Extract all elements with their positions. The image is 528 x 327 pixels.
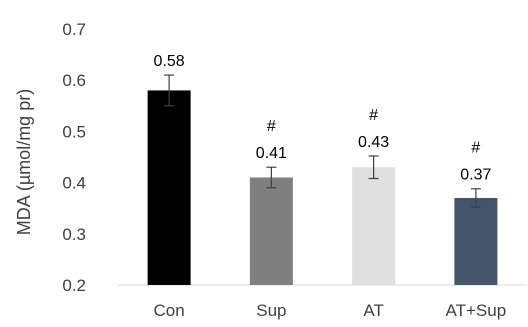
data-label: 0.37 bbox=[460, 167, 491, 184]
error-bar bbox=[368, 155, 379, 180]
error-bar bbox=[470, 188, 481, 208]
y-tick-label: 0.7 bbox=[62, 20, 86, 39]
y-tick-label: 0.3 bbox=[62, 225, 86, 244]
x-tick-label: AT+Sup bbox=[446, 301, 507, 320]
bar bbox=[249, 177, 293, 285]
y-axis-title: MDA (µmol/mg pr) bbox=[14, 89, 34, 235]
y-tick-label: 0.2 bbox=[62, 276, 86, 295]
y-tick-label: 0.6 bbox=[62, 71, 86, 90]
significance-mark: # bbox=[471, 140, 480, 157]
data-label: 0.41 bbox=[256, 145, 287, 162]
data-label: 0.43 bbox=[358, 134, 389, 151]
bars: 0.58 Con 0.41 # Sup 0.43 # AT 0.37 # AT+Sup bbox=[147, 53, 507, 320]
significance-mark: # bbox=[369, 107, 378, 124]
bar bbox=[147, 90, 191, 285]
y-tick-label: 0.4 bbox=[62, 174, 86, 193]
error-bar bbox=[266, 166, 277, 189]
significance-mark: # bbox=[267, 118, 276, 135]
error-bar bbox=[164, 74, 175, 107]
bar bbox=[454, 197, 498, 285]
data-label: 0.58 bbox=[154, 53, 185, 70]
bar bbox=[352, 167, 396, 285]
x-tick-label: Sup bbox=[256, 301, 286, 320]
y-tick-label: 0.5 bbox=[62, 122, 86, 141]
y-axis-ticks: 0.2 0.3 0.4 0.5 0.6 0.7 bbox=[62, 20, 86, 295]
x-tick-label: Con bbox=[154, 301, 185, 320]
x-tick-label: AT bbox=[363, 301, 383, 320]
